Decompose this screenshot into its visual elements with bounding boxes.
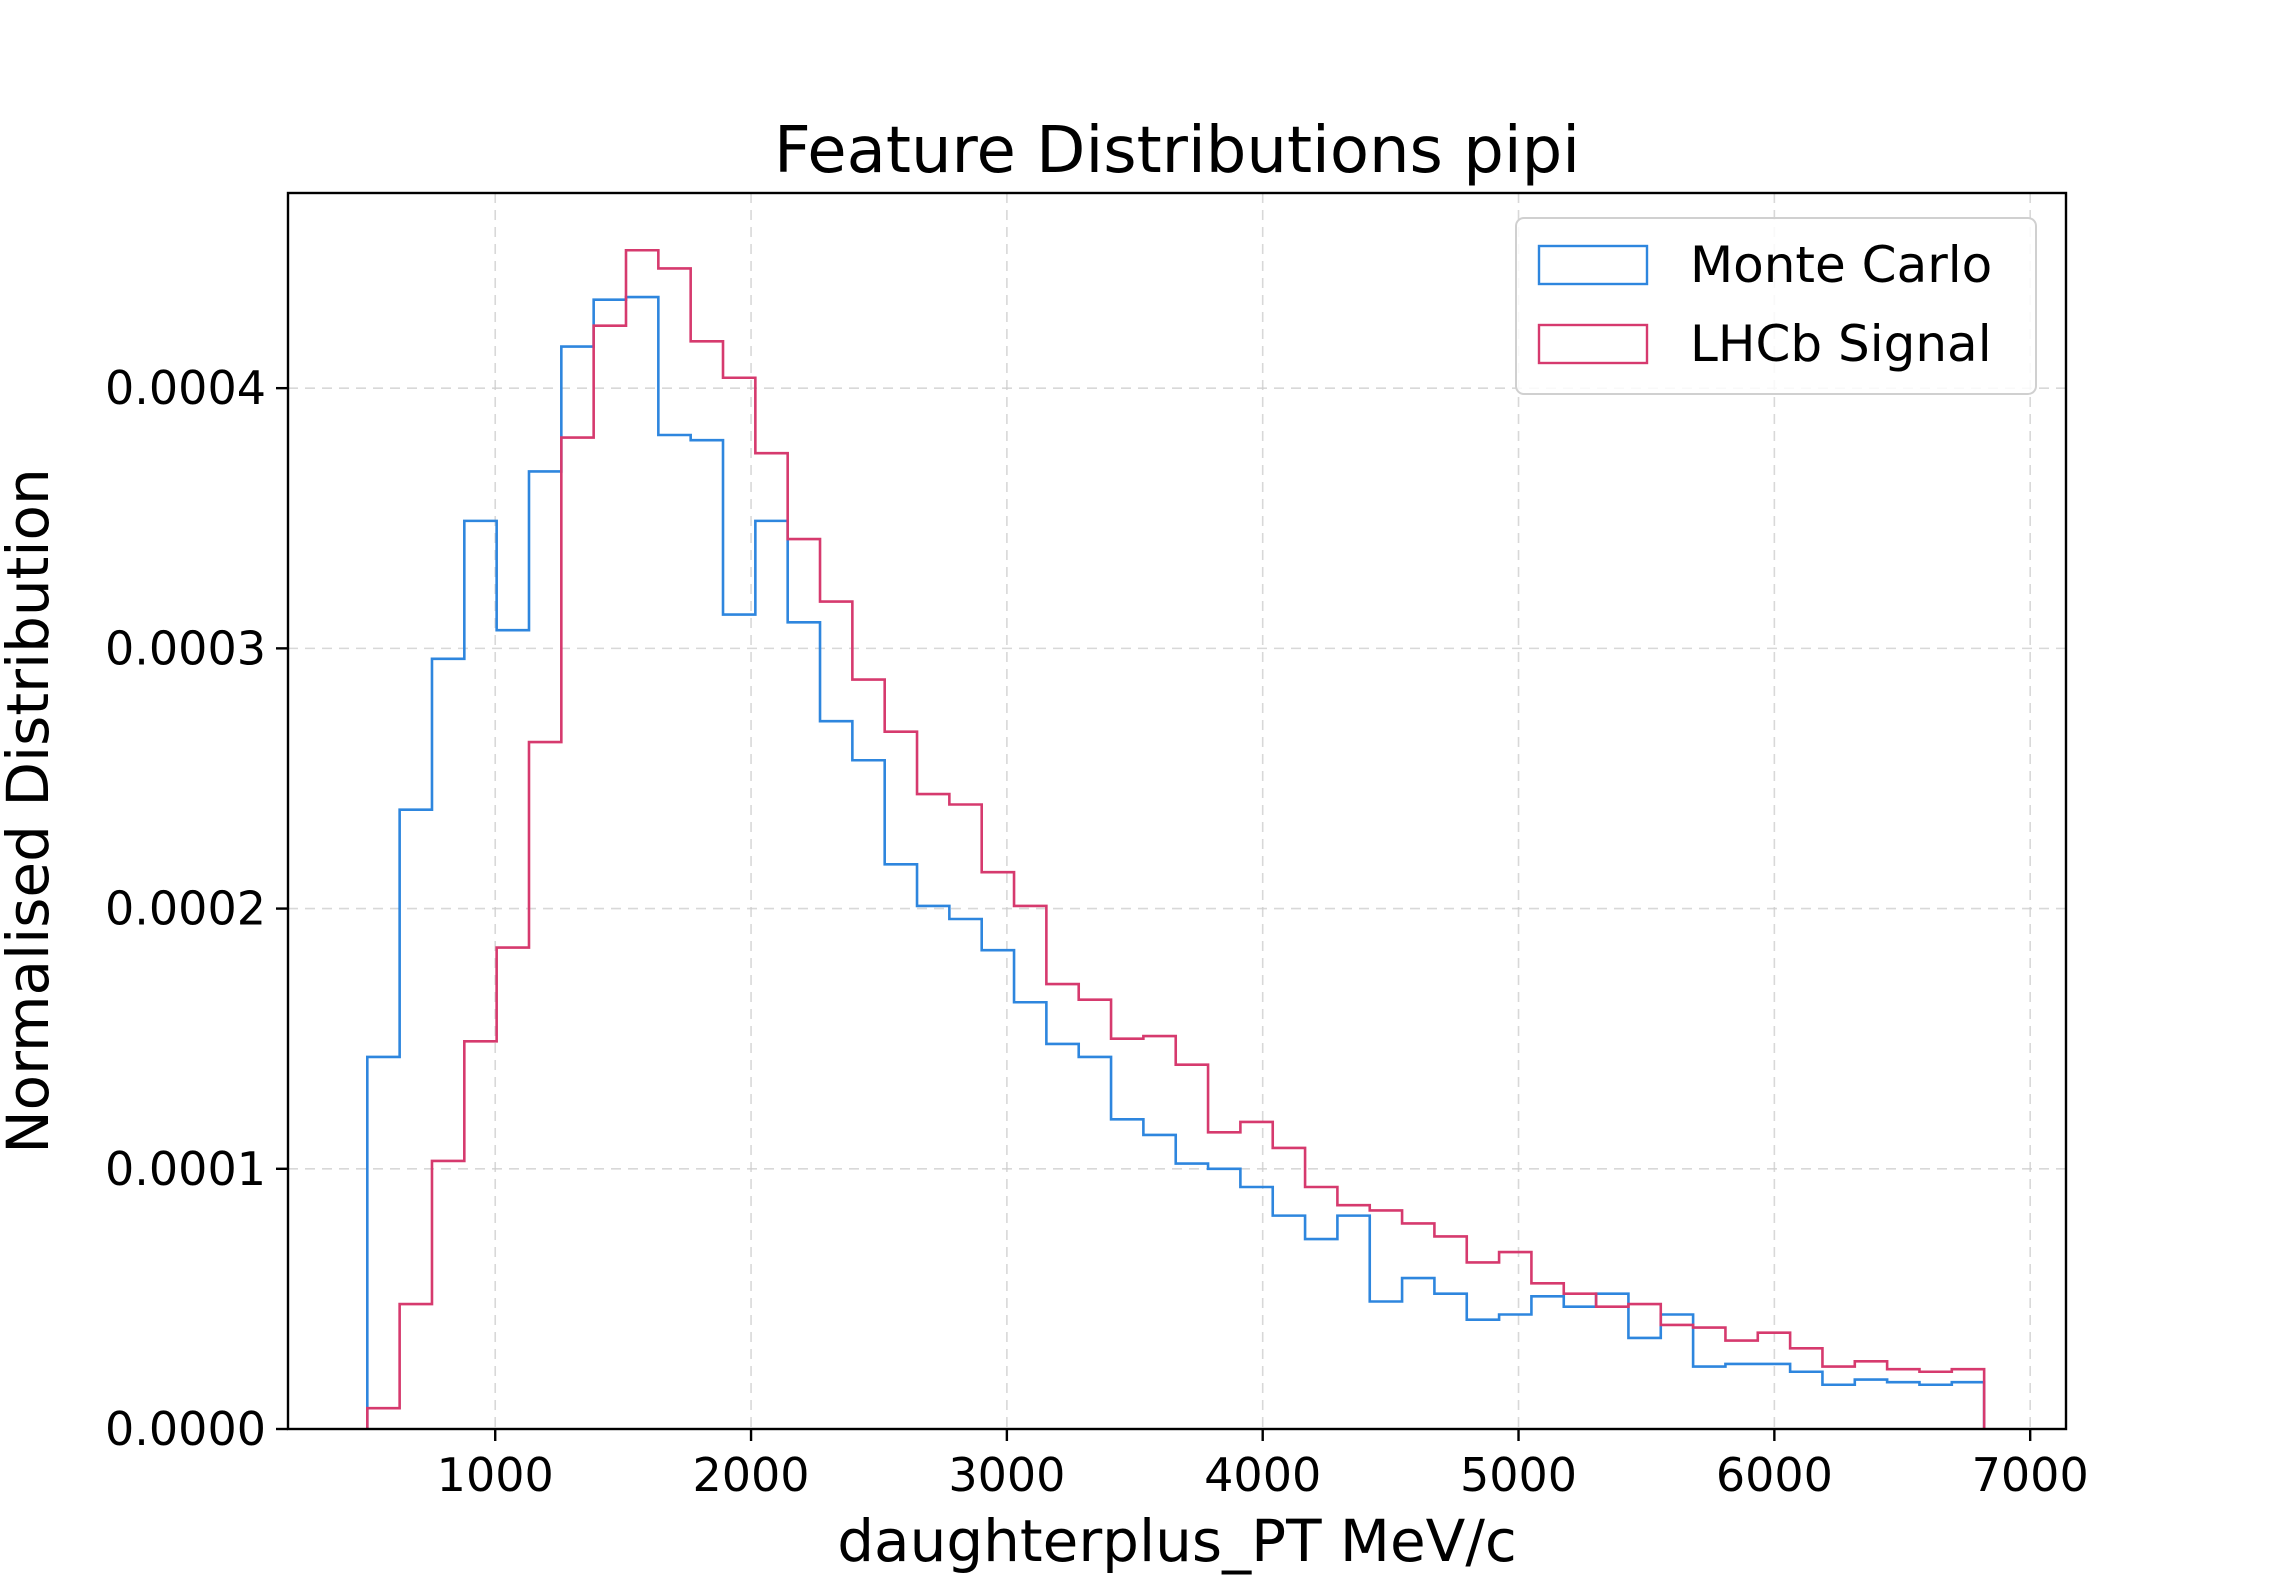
grid-layer [288, 193, 2066, 1430]
y-tick-label: 0.0002 [105, 882, 266, 936]
tick-layer: 1000 2000 3000 4000 5000 6000 7000 0.0000 0.0001… [105, 361, 2089, 1502]
x-tick-label: 5000 [1460, 1448, 1577, 1502]
x-tick-label: 2000 [693, 1448, 810, 1502]
x-tick-label: 4000 [1204, 1448, 1321, 1502]
y-tick-label: 0.0004 [105, 361, 266, 415]
series-step-line-monte-carlo [366, 295, 1986, 1429]
x-axis-label: daughterplus_PT MeV/c [837, 1507, 1517, 1575]
legend-label-lhcb-signal: LHCb Signal [1690, 315, 1992, 373]
legend-swatch-lhcb-signal [1537, 323, 1649, 365]
y-tick-label: 0.0001 [105, 1142, 266, 1196]
x-tick-label: 6000 [1716, 1448, 1833, 1502]
x-tick-label: 3000 [948, 1448, 1065, 1502]
y-tick-label: 0.0000 [105, 1402, 266, 1456]
series-step-line-lhcb-signal [366, 248, 1986, 1429]
series-layer [366, 248, 1986, 1429]
x-tick-label: 7000 [1972, 1448, 2089, 1502]
legend-label-monte-carlo: Monte Carlo [1690, 236, 1992, 294]
chart-title: Feature Distributions pipi [774, 114, 1580, 188]
legend: Monte Carlo LHCb Signal [1515, 217, 2037, 395]
x-tick-label: 1000 [437, 1448, 554, 1502]
y-tick-label: 0.0003 [105, 621, 266, 675]
legend-swatch-monte-carlo [1537, 244, 1649, 286]
plot-frame [286, 191, 2068, 1431]
y-axis-label: Normalised Distribution [0, 468, 62, 1154]
